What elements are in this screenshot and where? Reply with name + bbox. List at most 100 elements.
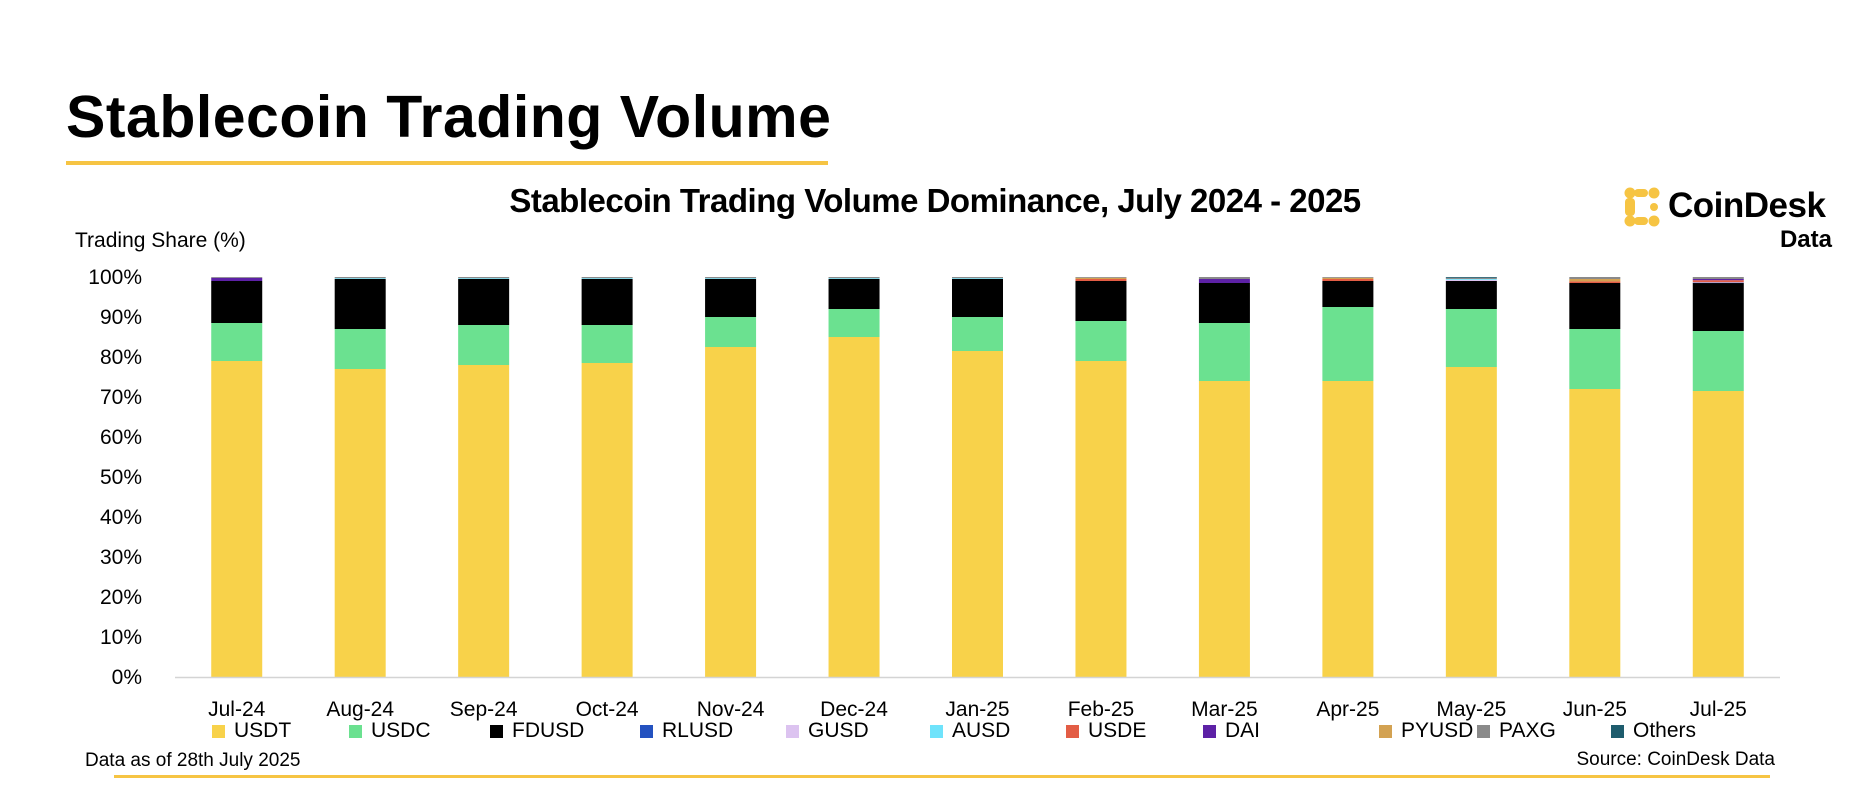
bar-stack-sep-24 xyxy=(458,277,510,677)
bar-paxg-sep-24 xyxy=(458,277,510,279)
bar-usdc-feb-25 xyxy=(1075,321,1127,361)
bar-usdt-aug-24 xyxy=(334,369,386,677)
legend-item-rlusd: RLUSD xyxy=(640,719,733,743)
bar-ausd-dec-24 xyxy=(828,278,880,279)
bar-fdusd-jan-25 xyxy=(952,279,1003,317)
x-tick-label: May-25 xyxy=(1436,698,1506,721)
bar-ausd-sep-24 xyxy=(458,278,510,279)
x-tick-label: Dec-24 xyxy=(820,698,888,721)
bar-stack-jul-25 xyxy=(1692,277,1744,677)
x-axis: Jul-24 Aug-24 Sep-24 Oct-24 Nov-24 Dec-24 Jan-… xyxy=(208,698,1747,721)
y-tick-label: 90% xyxy=(100,306,142,329)
bars xyxy=(211,277,1744,677)
bar-dai-jul-24 xyxy=(211,277,263,281)
bar-stack-aug-24 xyxy=(334,277,386,677)
bar-fdusd-nov-24 xyxy=(705,279,757,317)
bar-paxg-jul-25 xyxy=(1692,277,1744,279)
bar-usdc-mar-25 xyxy=(1198,323,1250,381)
bar-usdt-jul-25 xyxy=(1692,391,1744,677)
legend-label: AUSD xyxy=(952,719,1011,742)
bar-usdc-apr-25 xyxy=(1322,307,1374,381)
bar-fdusd-mar-25 xyxy=(1198,283,1250,323)
y-tick-label: 20% xyxy=(100,586,142,609)
coindesk-logo: CoinDesk Data xyxy=(1622,186,1832,253)
bar-stack-feb-25 xyxy=(1075,277,1127,677)
bar-pyusd-feb-25 xyxy=(1075,277,1127,279)
legend-item-paxg: PAXG xyxy=(1477,719,1556,743)
bar-paxg-jul-24 xyxy=(211,277,263,278)
legend-label: GUSD xyxy=(808,719,869,742)
bar-others-may-25 xyxy=(1445,277,1497,278)
bar-usdt-dec-24 xyxy=(828,337,880,677)
bar-usdt-nov-24 xyxy=(705,347,757,677)
legend-label: USDE xyxy=(1088,719,1147,742)
legend-swatch xyxy=(786,724,799,738)
legend-item-dai: DAI xyxy=(1203,719,1260,743)
bar-dai-mar-25 xyxy=(1198,279,1250,283)
x-tick-label: Nov-24 xyxy=(697,698,765,721)
bar-usdc-may-25 xyxy=(1445,309,1497,367)
bar-usdc-jul-25 xyxy=(1692,331,1744,391)
bar-fdusd-may-25 xyxy=(1445,281,1497,309)
x-tick-label: Jun-25 xyxy=(1563,698,1627,721)
x-tick-label: Jul-25 xyxy=(1690,698,1747,721)
bar-usdc-oct-24 xyxy=(581,325,633,363)
x-tick-label: Apr-25 xyxy=(1316,698,1379,721)
legend-label: USDT xyxy=(234,719,292,742)
x-tick-label: Sep-24 xyxy=(450,698,518,721)
bar-fdusd-apr-25 xyxy=(1322,281,1374,307)
legend-label: Others xyxy=(1633,719,1697,742)
bar-usdt-oct-24 xyxy=(581,363,633,677)
bar-fdusd-dec-24 xyxy=(828,279,880,309)
logo-subtitle: Data xyxy=(1779,226,1832,253)
bar-gusd-jul-25 xyxy=(1692,282,1744,283)
chart-title: Stablecoin Trading Volume Dominance, Jul… xyxy=(509,182,1361,219)
y-tick-label: 0% xyxy=(112,666,142,689)
y-tick-label: 60% xyxy=(100,426,142,449)
x-tick-label: Jul-24 xyxy=(208,698,266,721)
bar-usde-apr-25 xyxy=(1322,279,1374,281)
legend-item-usdc: USDC xyxy=(349,719,431,743)
coindesk-logo-icon xyxy=(1624,187,1660,227)
y-tick-label: 70% xyxy=(100,386,142,409)
bar-ausd-nov-24 xyxy=(705,278,757,279)
legend-label: DAI xyxy=(1225,719,1261,742)
legend-swatch xyxy=(1066,724,1079,738)
bar-stack-jul-24 xyxy=(211,277,263,677)
legend-item-fdusd: FDUSD xyxy=(490,719,584,743)
x-tick-label: Jan-25 xyxy=(945,698,1009,721)
bar-usdc-aug-24 xyxy=(334,329,386,369)
bar-paxg-nov-24 xyxy=(705,277,757,279)
bar-paxg-jun-25 xyxy=(1569,277,1621,279)
y-tick-label: 40% xyxy=(100,506,142,529)
bar-ausd-aug-24 xyxy=(334,278,386,279)
legend-swatch xyxy=(1611,724,1624,738)
title-underline xyxy=(66,161,828,165)
bar-fdusd-jun-25 xyxy=(1569,283,1621,329)
y-tick-label: 80% xyxy=(100,346,142,369)
bar-usde-feb-25 xyxy=(1075,279,1127,281)
y-tick-label: 10% xyxy=(100,626,142,649)
legend: USDT USDC FDUSD RLUSD GUSD AUSD USDE DAI PYUSD PA… xyxy=(0,719,1870,747)
bar-usdt-apr-25 xyxy=(1322,381,1374,677)
legend-item-pyusd: PYUSD xyxy=(1379,719,1473,743)
legend-label: PYUSD xyxy=(1401,719,1474,742)
bar-stack-jan-25 xyxy=(952,277,1003,677)
bar-fdusd-jul-25 xyxy=(1692,283,1744,331)
bar-paxg-mar-25 xyxy=(1198,277,1250,279)
legend-item-others: Others xyxy=(1611,719,1696,743)
bar-usdt-sep-24 xyxy=(458,365,510,677)
bar-usdt-jul-24 xyxy=(211,361,263,677)
bar-paxg-apr-25 xyxy=(1322,277,1374,278)
bar-stack-jun-25 xyxy=(1569,277,1621,677)
bar-usdt-jun-25 xyxy=(1569,389,1621,677)
legend-item-usdt: USDT xyxy=(212,719,291,743)
bar-usde-jun-25 xyxy=(1569,281,1621,283)
x-tick-label: Mar-25 xyxy=(1191,698,1258,721)
legend-label: RLUSD xyxy=(662,719,734,742)
y-tick-label: 50% xyxy=(100,466,142,489)
bar-pyusd-jun-25 xyxy=(1569,279,1621,282)
bar-usdt-jan-25 xyxy=(952,351,1003,677)
